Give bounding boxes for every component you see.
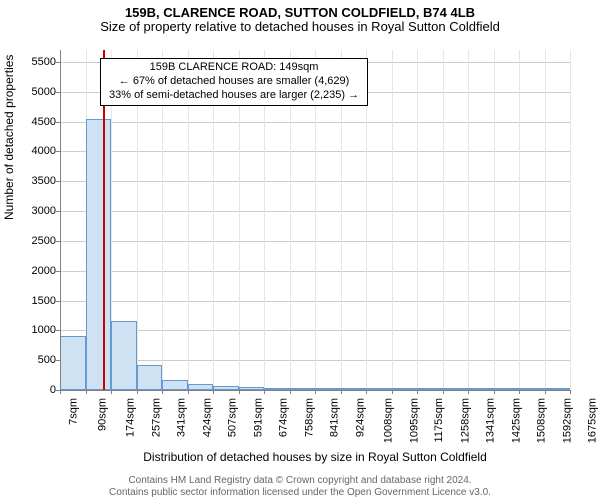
gridline-vertical (519, 50, 520, 390)
y-axis-line (60, 50, 61, 390)
x-tick-label: 841sqm (329, 398, 341, 437)
x-tick-mark (239, 390, 240, 394)
x-tick-label: 591sqm (252, 398, 264, 437)
x-tick-label: 507sqm (227, 398, 239, 437)
y-tick-label: 500 (16, 354, 56, 366)
x-tick-mark (570, 390, 571, 394)
y-tick-label: 4500 (16, 116, 56, 128)
x-tick-label: 7sqm (67, 398, 79, 425)
gridline-vertical (443, 50, 444, 390)
footer-line: Contains public sector information licen… (0, 487, 600, 499)
y-tick-mark (56, 301, 60, 302)
annotation-box: 159B CLARENCE ROAD: 149sqm ← 67% of deta… (100, 58, 368, 106)
y-tick-mark (56, 151, 60, 152)
annotation-line: ← 67% of detached houses are smaller (4,… (109, 75, 359, 89)
y-tick-mark (56, 181, 60, 182)
x-tick-label: 1095sqm (408, 398, 420, 443)
x-tick-mark (366, 390, 367, 394)
y-tick-label: 3000 (16, 205, 56, 217)
x-tick-mark (494, 390, 495, 394)
x-tick-label: 424sqm (201, 398, 213, 437)
histogram-bar (111, 321, 137, 390)
x-tick-mark (443, 390, 444, 394)
y-tick-label: 1000 (16, 324, 56, 336)
x-tick-mark (188, 390, 189, 394)
x-tick-mark (468, 390, 469, 394)
annotation-line: 159B CLARENCE ROAD: 149sqm (109, 61, 359, 75)
x-tick-mark (519, 390, 520, 394)
x-tick-label: 1175sqm (433, 398, 445, 442)
gridline-vertical (468, 50, 469, 390)
annotation-line: 33% of semi-detached houses are larger (… (109, 89, 359, 103)
gridline-vertical (545, 50, 546, 390)
y-tick-mark (56, 211, 60, 212)
histogram-bar (60, 336, 86, 390)
x-tick-mark (264, 390, 265, 394)
x-tick-mark (162, 390, 163, 394)
x-tick-mark (86, 390, 87, 394)
gridline-vertical (494, 50, 495, 390)
y-tick-label: 2000 (16, 265, 56, 277)
x-tick-label: 1675sqm (587, 398, 599, 443)
y-tick-label: 2500 (16, 235, 56, 247)
x-tick-mark (290, 390, 291, 394)
x-axis-title: Distribution of detached houses by size … (60, 450, 570, 464)
y-tick-mark (56, 122, 60, 123)
x-tick-mark (545, 390, 546, 394)
x-tick-mark (392, 390, 393, 394)
gridline-vertical (570, 50, 571, 390)
histogram-bar (162, 380, 188, 390)
x-tick-mark (111, 390, 112, 394)
y-tick-mark (56, 330, 60, 331)
x-tick-label: 174sqm (125, 398, 137, 437)
x-tick-mark (213, 390, 214, 394)
y-tick-label: 4000 (16, 145, 56, 157)
y-tick-label: 3500 (16, 175, 56, 187)
page-title: 159B, CLARENCE ROAD, SUTTON COLDFIELD, B… (0, 0, 600, 20)
y-tick-mark (56, 360, 60, 361)
x-tick-mark (60, 390, 61, 394)
histogram-bar (137, 365, 163, 390)
y-tick-mark (56, 271, 60, 272)
x-tick-label: 1425sqm (510, 398, 522, 443)
footer-line: Contains HM Land Registry data © Crown c… (0, 475, 600, 487)
x-tick-label: 924sqm (354, 398, 366, 437)
page-subtitle: Size of property relative to detached ho… (0, 20, 600, 34)
gridline-vertical (417, 50, 418, 390)
x-tick-mark (417, 390, 418, 394)
y-tick-label: 0 (16, 384, 56, 396)
y-tick-label: 1500 (16, 295, 56, 307)
y-tick-mark (56, 92, 60, 93)
y-axis-title: Number of detached properties (2, 55, 16, 220)
x-tick-label: 1508sqm (536, 398, 548, 443)
x-tick-label: 341sqm (176, 398, 188, 437)
gridline-vertical (392, 50, 393, 390)
x-tick-mark (137, 390, 138, 394)
x-tick-mark (341, 390, 342, 394)
y-tick-label: 5500 (16, 56, 56, 68)
histogram-bar (86, 119, 112, 390)
x-tick-mark (315, 390, 316, 394)
x-tick-label: 1592sqm (561, 398, 573, 443)
y-tick-label: 5000 (16, 86, 56, 98)
x-tick-label: 758sqm (303, 398, 315, 437)
x-tick-label: 1341sqm (485, 398, 497, 443)
footer-attribution: Contains HM Land Registry data © Crown c… (0, 475, 600, 498)
x-tick-label: 1258sqm (459, 398, 471, 443)
x-tick-label: 674sqm (278, 398, 290, 437)
x-tick-label: 257sqm (150, 398, 162, 437)
y-tick-mark (56, 241, 60, 242)
y-tick-mark (56, 62, 60, 63)
x-tick-label: 90sqm (96, 398, 108, 431)
x-tick-label: 1008sqm (383, 398, 395, 443)
